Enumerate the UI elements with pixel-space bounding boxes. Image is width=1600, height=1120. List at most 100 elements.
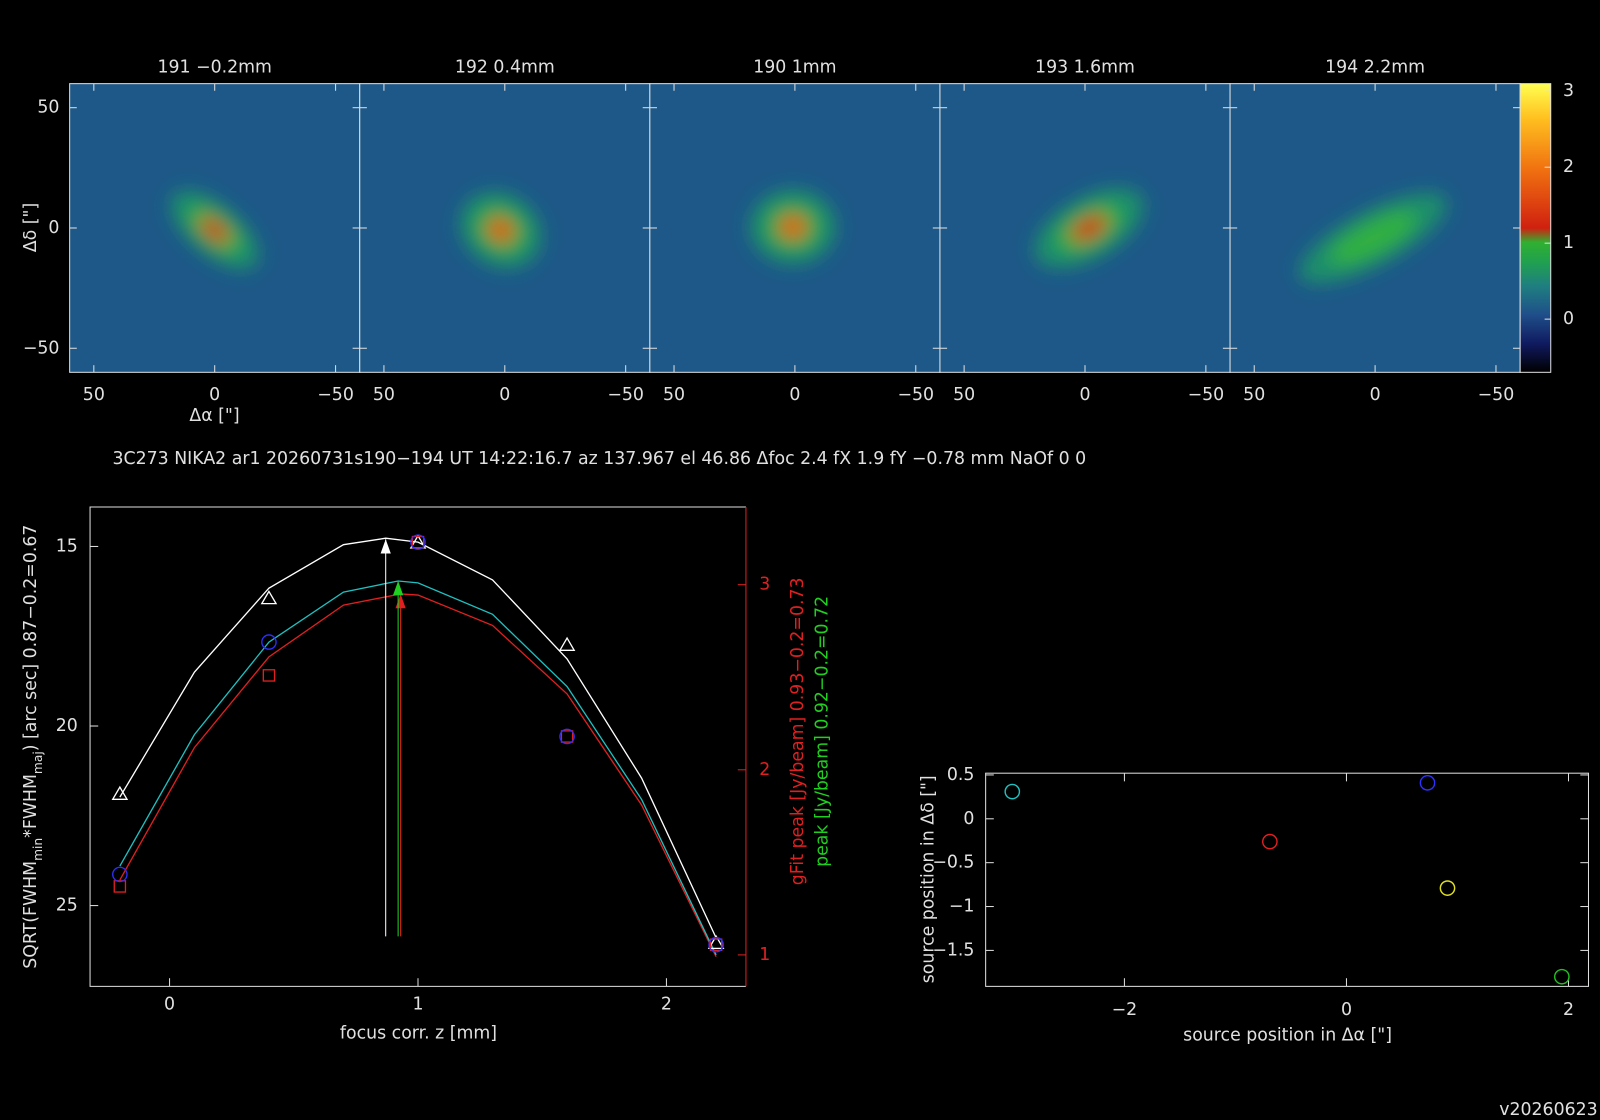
y-tick-label: −50 [23,338,60,358]
y-tick-label: 0 [963,809,974,829]
point [559,728,575,745]
colorbar-tick-label: 2 [1563,157,1574,177]
point [1439,880,1456,896]
colorbar-tick-label: 0 [1563,309,1574,329]
y-tick-label: −1 [949,897,975,917]
y-axis-label-part: maj [30,751,44,774]
y-axis-label-part: SQRT(FWHM [21,861,41,969]
point [411,535,425,549]
point [560,730,574,743]
source-image [1034,187,1145,269]
x-axis-label: Δα ["] [189,406,239,426]
panel-title: 194 2.2mm [1325,57,1425,77]
blob [749,189,836,265]
y2-tick-label: 1 [759,945,770,965]
y-axis-label-part: ) [arc sec] 0.87−0.2=0.67 [21,525,41,752]
blob-level [494,224,507,236]
point [1262,833,1278,850]
panel-title: 193 1.6mm [1035,57,1135,77]
image-panel [1229,83,1521,373]
axis-frame [985,772,1589,987]
point [1004,783,1021,800]
y2-axis-label: peak [Jy/beam] 0.92−0.2=0.72 [812,596,832,867]
y-axis-label: source position in Δδ ["] [919,775,939,983]
panel-title: 192 0.4mm [455,57,555,77]
x-axis-label: source position in Δα ["] [1183,1025,1392,1045]
version: v20260623 [1499,1100,1597,1120]
x-tick-label: 50 [373,385,395,405]
y-axis-label: SQRT(FWHMmin*FWHMmaj) [arc sec] 0.87−0.2… [21,525,45,969]
colorbar-tick-label: 1 [1563,233,1574,253]
image-panel [939,83,1231,373]
x-tick-label: 0 [1370,385,1381,405]
image-panel [69,83,361,373]
x-tick-label: 2 [661,995,672,1015]
blob [170,190,260,270]
x-tick-label: −50 [897,385,934,405]
x-tick-label: 0 [1341,1000,1352,1020]
caption: 3C273 NIKA2 ar1 20260731s190−194 UT 14:2… [112,449,1086,469]
y-tick-label: 0.5 [947,765,975,785]
y2-tick-label: 3 [759,575,770,595]
x-tick-label: −50 [317,385,354,405]
y-axis-label: Δδ ["] [21,203,41,252]
x-tick-label: 0 [499,385,510,405]
x-tick-label: −50 [607,385,644,405]
x-tick-label: 50 [663,385,685,405]
x-tick-label: 2 [1563,1000,1574,1020]
y2-tick-label: 2 [759,760,770,780]
blob-level [1329,211,1417,265]
fit-curve [119,537,717,939]
y-axis-label-part: *FWHM [21,774,41,838]
y-axis-label-part: min [30,838,44,861]
point [113,880,127,893]
y2-axis-label: gFit peak [Jy/beam] 0.93−0.2=0.73 [788,577,808,885]
x-tick-label: −50 [1478,385,1515,405]
focus-arrowhead [380,539,391,554]
fit-curve [119,593,717,958]
point [112,866,128,883]
point [261,634,277,650]
blob-level [1070,214,1108,242]
colorbar [1519,83,1552,373]
colorbar-tick-label: 3 [1563,81,1574,101]
y-tick-label: 20 [56,716,78,736]
point [262,669,276,682]
fit-curve [119,580,717,956]
point [111,785,129,801]
point [709,938,723,952]
point [410,534,426,550]
point [260,590,278,605]
source-image [459,191,542,269]
point [558,636,576,651]
image-panel [359,83,651,373]
x-tick-label: 50 [83,385,105,405]
y-tick-label: −1.5 [932,940,974,960]
blob [1034,187,1145,269]
x-tick-label: 0 [1079,385,1090,405]
x-tick-label: 0 [789,385,800,405]
panel-title: 190 1mm [753,57,836,77]
y-tick-label: 0 [48,218,59,238]
point [1553,968,1570,985]
y-tick-label: 15 [56,536,78,556]
x-tick-label: 0 [209,385,220,405]
x-tick-label: 50 [953,385,975,405]
x-tick-label: −2 [1112,1000,1138,1020]
point [708,936,724,953]
point [1419,774,1436,791]
panel-title: 191 −0.2mm [157,57,271,77]
image-panel [649,83,941,373]
y-tick-label: 25 [56,896,78,916]
x-axis-label: focus corr. z [mm] [340,1023,497,1043]
x-tick-label: 1 [412,995,423,1015]
x-tick-label: −50 [1188,385,1225,405]
y-tick-label: −0.5 [932,853,974,873]
blob-level [200,216,230,244]
y-tick-label: 50 [37,98,59,118]
source-image [749,189,836,265]
source-image [1299,192,1448,284]
blob-level [791,225,795,229]
x-tick-label: 50 [1243,385,1265,405]
